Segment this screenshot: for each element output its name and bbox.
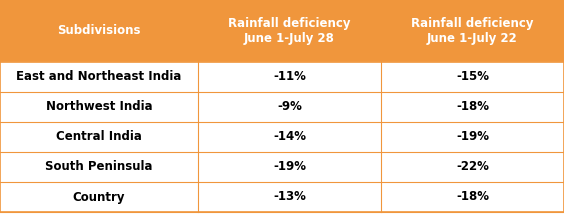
Text: -13%: -13%: [273, 190, 306, 204]
Bar: [0, 0, 564, 62]
Text: -18%: -18%: [456, 190, 489, 204]
Text: Rainfall deficiency
June 1-July 28: Rainfall deficiency June 1-July 28: [228, 17, 351, 45]
Text: -14%: -14%: [273, 131, 306, 143]
Text: Country: Country: [73, 190, 125, 204]
Text: -15%: -15%: [456, 71, 489, 83]
Text: Rainfall deficiency
June 1-July 22: Rainfall deficiency June 1-July 22: [411, 17, 534, 45]
Text: -22%: -22%: [456, 161, 489, 174]
Text: East and Northeast India: East and Northeast India: [16, 71, 182, 83]
Text: -19%: -19%: [456, 131, 489, 143]
Text: -9%: -9%: [277, 100, 302, 114]
Text: South Peninsula: South Peninsula: [45, 161, 153, 174]
Bar: [0, 62, 564, 92]
Bar: [0, 92, 564, 122]
Text: Northwest India: Northwest India: [46, 100, 152, 114]
Bar: [0, 122, 564, 152]
Text: -11%: -11%: [273, 71, 306, 83]
Text: -19%: -19%: [273, 161, 306, 174]
Bar: [0, 152, 564, 182]
Text: Central India: Central India: [56, 131, 142, 143]
Bar: [0, 182, 564, 212]
Text: Subdivisions: Subdivisions: [58, 25, 141, 37]
Text: -18%: -18%: [456, 100, 489, 114]
